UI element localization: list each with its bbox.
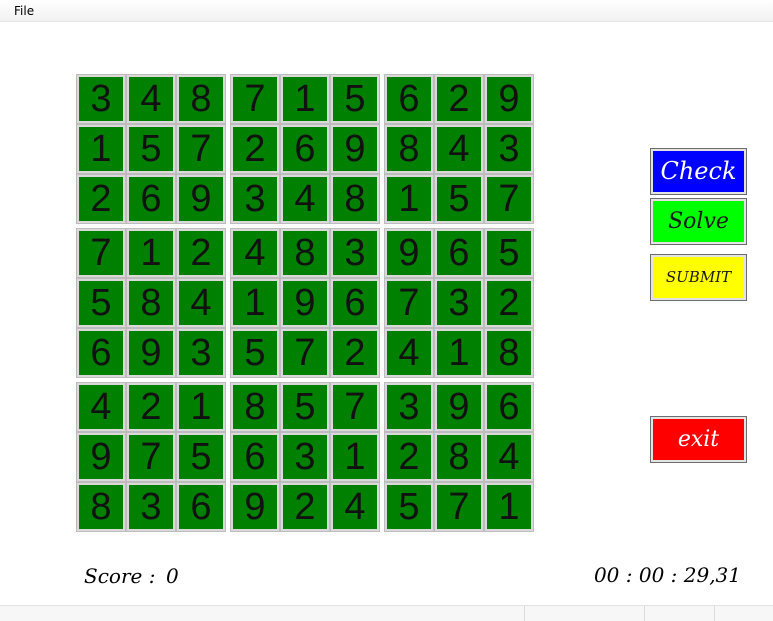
sudoku-cell[interactable]: 4 — [230, 228, 280, 278]
sudoku-cell[interactable]: 6 — [176, 482, 226, 532]
sudoku-cell[interactable]: 4 — [384, 328, 434, 378]
sudoku-cell[interactable]: 5 — [76, 278, 126, 328]
exit-button[interactable]: exit — [650, 416, 747, 463]
sudoku-cell[interactable]: 6 — [434, 228, 484, 278]
sudoku-cell[interactable]: 6 — [230, 432, 280, 482]
sudoku-cell[interactable]: 3 — [434, 278, 484, 328]
sudoku-cell[interactable]: 9 — [330, 124, 380, 174]
sudoku-cell[interactable]: 4 — [126, 74, 176, 124]
sudoku-cell[interactable]: 4 — [176, 278, 226, 328]
sudoku-cell[interactable]: 9 — [434, 382, 484, 432]
sudoku-cell[interactable]: 1 — [176, 382, 226, 432]
sudoku-cell[interactable]: 7 — [230, 74, 280, 124]
sudoku-cell[interactable]: 9 — [484, 74, 534, 124]
sudoku-cell[interactable]: 5 — [176, 432, 226, 482]
sudoku-cell[interactable]: 1 — [76, 124, 126, 174]
timer-display: 00 : 00 : 29,31 — [593, 563, 741, 587]
sudoku-cell[interactable]: 3 — [126, 482, 176, 532]
sudoku-cell[interactable]: 2 — [76, 174, 126, 224]
status-separator — [644, 606, 645, 621]
sudoku-cell[interactable]: 3 — [280, 432, 330, 482]
sudoku-cell[interactable]: 6 — [76, 328, 126, 378]
sudoku-cell[interactable]: 9 — [76, 432, 126, 482]
sudoku-cell[interactable]: 8 — [76, 482, 126, 532]
check-button[interactable]: Check — [650, 148, 747, 195]
sudoku-cell[interactable]: 6 — [484, 382, 534, 432]
sudoku-cell[interactable]: 4 — [76, 382, 126, 432]
sudoku-cell[interactable]: 2 — [126, 382, 176, 432]
sudoku-cell[interactable]: 5 — [484, 228, 534, 278]
sudoku-cell[interactable]: 4 — [434, 124, 484, 174]
sudoku-cell[interactable]: 6 — [280, 124, 330, 174]
sudoku-cell[interactable]: 6 — [384, 74, 434, 124]
sudoku-cell[interactable]: 7 — [384, 278, 434, 328]
menu-file[interactable]: File — [14, 4, 35, 18]
sudoku-cell[interactable]: 3 — [230, 174, 280, 224]
sudoku-cell[interactable]: 2 — [484, 278, 534, 328]
sudoku-cell[interactable]: 7 — [484, 174, 534, 224]
sudoku-cell[interactable]: 1 — [484, 482, 534, 532]
sudoku-cell[interactable]: 7 — [330, 382, 380, 432]
score-label: Score : — [84, 564, 156, 588]
sudoku-cell[interactable]: 4 — [484, 432, 534, 482]
sudoku-cell[interactable]: 8 — [126, 278, 176, 328]
sudoku-cell[interactable]: 3 — [176, 328, 226, 378]
sudoku-cell[interactable]: 8 — [330, 174, 380, 224]
sudoku-cell[interactable]: 1 — [330, 432, 380, 482]
menu-bar: File — [0, 0, 773, 22]
sudoku-cell[interactable]: 5 — [434, 174, 484, 224]
sudoku-cell[interactable]: 1 — [230, 278, 280, 328]
sudoku-cell[interactable]: 5 — [126, 124, 176, 174]
submit-button[interactable]: SUBMIT — [650, 254, 747, 301]
sudoku-cell[interactable]: 5 — [330, 74, 380, 124]
sudoku-cell[interactable]: 7 — [434, 482, 484, 532]
score-value: 0 — [166, 564, 179, 588]
sudoku-cell[interactable]: 2 — [384, 432, 434, 482]
sudoku-cell[interactable]: 9 — [280, 278, 330, 328]
solve-button[interactable]: Solve — [650, 198, 747, 245]
sudoku-cell[interactable]: 7 — [76, 228, 126, 278]
sudoku-cell[interactable]: 3 — [384, 382, 434, 432]
sudoku-cell[interactable]: 9 — [384, 228, 434, 278]
status-separator — [524, 606, 525, 621]
sudoku-cell[interactable]: 8 — [434, 432, 484, 482]
sudoku-cell[interactable]: 5 — [230, 328, 280, 378]
sudoku-cell[interactable]: 1 — [126, 228, 176, 278]
sudoku-cell[interactable]: 6 — [330, 278, 380, 328]
sudoku-cell[interactable]: 3 — [76, 74, 126, 124]
sudoku-cell[interactable]: 5 — [384, 482, 434, 532]
sudoku-cell[interactable]: 3 — [330, 228, 380, 278]
sudoku-cell[interactable]: 7 — [126, 432, 176, 482]
sudoku-cell[interactable]: 2 — [230, 124, 280, 174]
sudoku-cell[interactable]: 8 — [176, 74, 226, 124]
sudoku-cell[interactable]: 1 — [434, 328, 484, 378]
sudoku-cell[interactable]: 7 — [280, 328, 330, 378]
sudoku-cell[interactable]: 2 — [330, 328, 380, 378]
sudoku-cell[interactable]: 6 — [126, 174, 176, 224]
sudoku-cell[interactable]: 2 — [176, 228, 226, 278]
sudoku-cell[interactable]: 8 — [484, 328, 534, 378]
sudoku-cell[interactable]: 5 — [280, 382, 330, 432]
status-bar — [0, 605, 773, 621]
sudoku-cell[interactable]: 4 — [280, 174, 330, 224]
status-separator — [714, 606, 715, 621]
sudoku-cell[interactable]: 1 — [280, 74, 330, 124]
sudoku-cell[interactable]: 9 — [176, 174, 226, 224]
sudoku-cell[interactable]: 4 — [330, 482, 380, 532]
sudoku-cell[interactable]: 1 — [384, 174, 434, 224]
sudoku-cell[interactable]: 9 — [126, 328, 176, 378]
sudoku-cell[interactable]: 2 — [434, 74, 484, 124]
sudoku-cell[interactable]: 7 — [176, 124, 226, 174]
sudoku-cell[interactable]: 2 — [280, 482, 330, 532]
sudoku-cell[interactable]: 9 — [230, 482, 280, 532]
sudoku-cell[interactable]: 8 — [384, 124, 434, 174]
sudoku-cell[interactable]: 8 — [230, 382, 280, 432]
sudoku-cell[interactable]: 8 — [280, 228, 330, 278]
sudoku-cell[interactable]: 3 — [484, 124, 534, 174]
